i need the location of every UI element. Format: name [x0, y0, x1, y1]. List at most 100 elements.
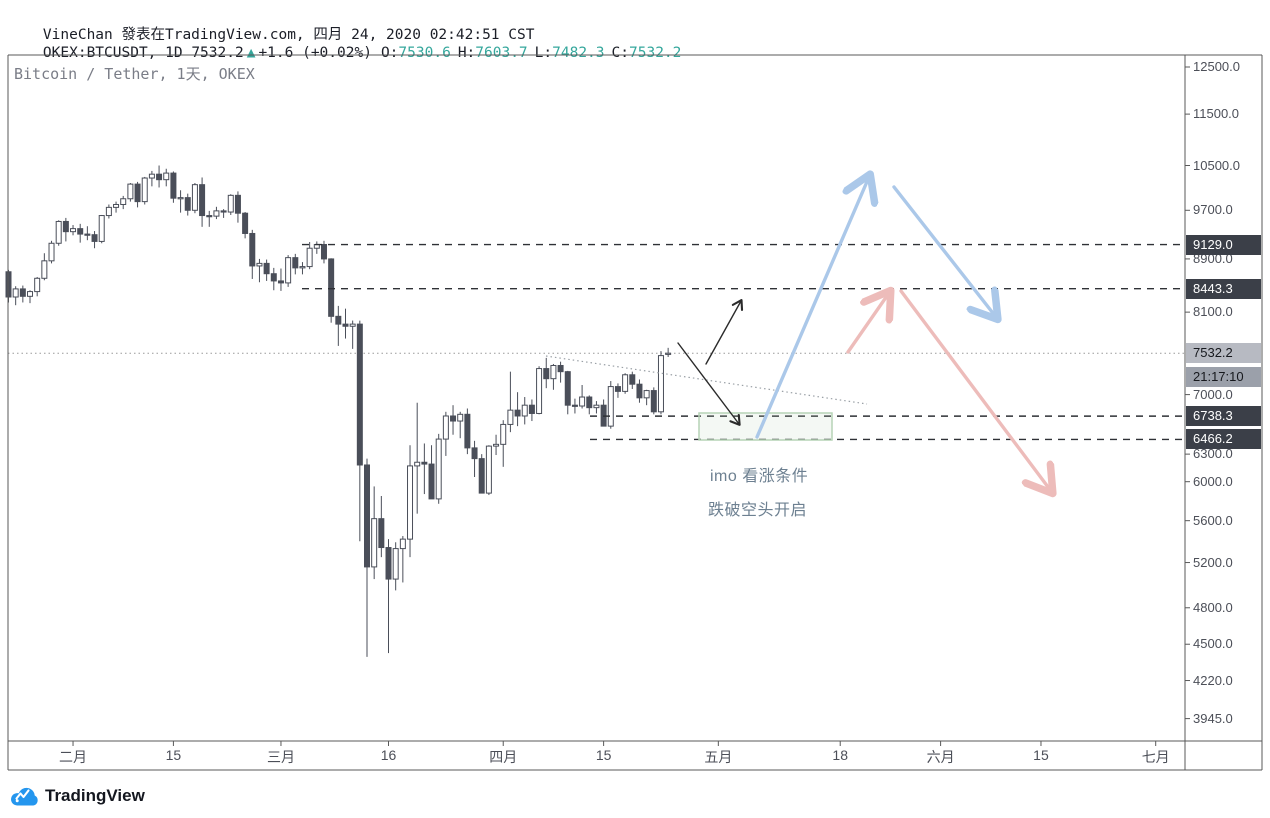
candle-body [557, 364, 564, 373]
red-arrow-down[interactable] [899, 289, 1051, 491]
x-axis-label: 七月 [1141, 749, 1170, 765]
open-value: 7530.6 [398, 45, 451, 61]
y-axis-label: 4800.0 [1193, 599, 1233, 615]
candle-body [55, 220, 62, 244]
candle-body [148, 173, 155, 179]
candle-body [34, 277, 41, 293]
candle-body [507, 409, 514, 425]
tradingview-logo[interactable]: TradingView [9, 784, 145, 808]
close-value: 7532.2 [629, 45, 682, 61]
candle [41, 253, 48, 281]
candle [622, 373, 629, 394]
candle [571, 398, 578, 414]
candle [442, 411, 449, 456]
black-arrow-down[interactable] [677, 342, 741, 426]
candle-body [156, 173, 163, 181]
candle-body [299, 266, 306, 269]
candle [127, 182, 134, 202]
candle-body [105, 206, 112, 217]
candle-body [543, 368, 550, 380]
candle [120, 195, 127, 210]
candle [457, 411, 464, 439]
candle [170, 171, 177, 203]
candle-body [285, 257, 292, 284]
candle-body [27, 291, 34, 297]
annotation-bear-trigger[interactable]: 跌破空头开启 [708, 502, 808, 519]
candle-body [127, 183, 134, 200]
candle-body [356, 323, 363, 466]
candle-body [84, 233, 91, 236]
candle [586, 395, 593, 415]
candle [421, 443, 428, 495]
candle [220, 209, 227, 218]
low-value: 7482.3 [552, 45, 605, 61]
candle [364, 458, 370, 657]
candle [34, 276, 41, 297]
candle-body [571, 404, 578, 407]
candle-body [328, 258, 335, 317]
candle-body [234, 194, 241, 214]
candle [12, 286, 19, 306]
symbol-quote-line: OKEX:BTCUSDT, 1D 7532.2 ▲ +1.6 (+0.02%) O:7… [8, 29, 681, 77]
candle-body [550, 364, 557, 380]
candle-body [277, 280, 284, 284]
publish-info-text: VineChan 發表在TradingView.com, 四月 24, 2020… [42, 27, 535, 43]
candle [113, 201, 120, 213]
blue-arrow-up[interactable] [755, 177, 869, 439]
candle-body [19, 288, 26, 297]
candle [643, 389, 650, 406]
price-badge: 9129.0 [1186, 234, 1261, 255]
candle [27, 290, 34, 304]
candle-body [399, 538, 406, 550]
candle [342, 308, 349, 339]
candle [98, 214, 105, 244]
candle-body [657, 355, 664, 413]
candle [263, 259, 270, 281]
candle [134, 181, 141, 208]
candle [636, 379, 643, 403]
y-axis-label: 12500.0 [1193, 59, 1240, 74]
x-axis-label: 18 [832, 747, 848, 763]
candle-body [421, 461, 428, 465]
candle-body [77, 228, 84, 235]
candle [62, 217, 69, 242]
candle-body [98, 215, 105, 242]
candle-body [636, 383, 643, 399]
x-axis-label: 三月 [266, 749, 295, 765]
candle [141, 176, 148, 205]
candle [270, 267, 277, 291]
red-arrow-up[interactable] [846, 293, 889, 354]
y-axis-label: 8900.0 [1193, 250, 1233, 266]
candle-body [536, 368, 543, 414]
candle [227, 194, 234, 215]
candle [292, 253, 299, 275]
candle [19, 285, 26, 303]
candles-group [5, 165, 672, 657]
publish-info: VineChan 發表在TradingView.com, 四月 24, 2020… [8, 7, 535, 60]
black-arrow-up[interactable] [705, 299, 744, 365]
candle [378, 495, 385, 558]
x-axis-label: 16 [380, 747, 397, 763]
candle-body [414, 461, 421, 467]
candle [557, 361, 564, 383]
candle [349, 320, 356, 349]
candle [191, 182, 198, 214]
candle [299, 262, 306, 275]
x-axis-label: 15 [595, 747, 612, 763]
y-axis-label: 6000.0 [1193, 473, 1233, 489]
candle [414, 402, 421, 514]
candle [256, 258, 263, 283]
candle-body [349, 323, 356, 327]
x-axis-label: 四月 [489, 749, 518, 765]
candle [550, 363, 557, 390]
candle-body [364, 464, 370, 568]
candle [464, 408, 471, 455]
candle [335, 305, 342, 346]
candle [105, 204, 112, 219]
annotation-bull-condition[interactable]: imo 看涨条件 [710, 468, 809, 485]
blue-arrow-down[interactable] [892, 185, 996, 317]
candle [371, 486, 378, 580]
candle-body [292, 257, 299, 269]
candle-body [485, 445, 492, 494]
